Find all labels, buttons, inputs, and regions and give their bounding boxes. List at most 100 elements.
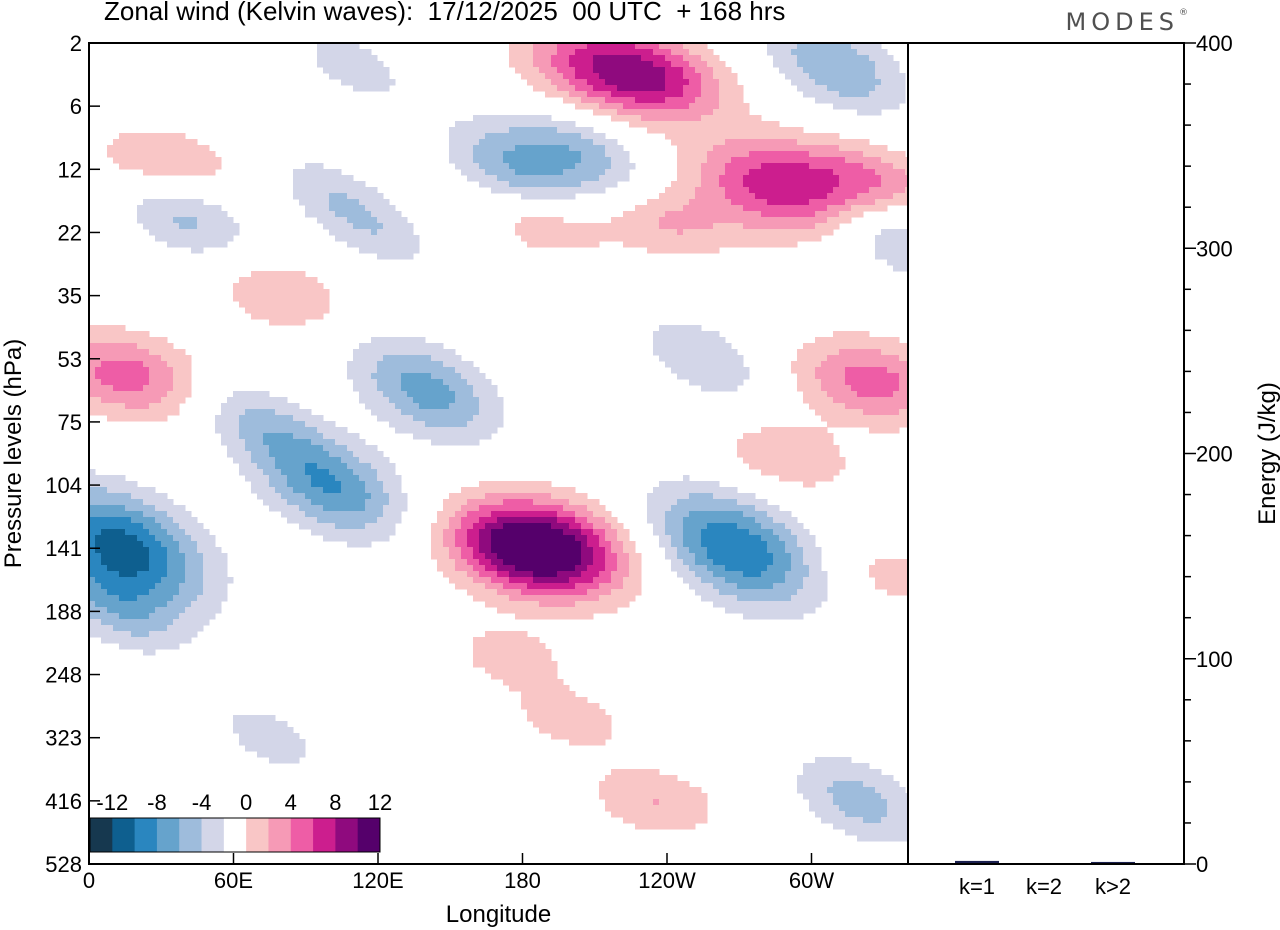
heatmap-cell	[491, 661, 498, 668]
heatmap-cell	[665, 535, 672, 542]
heatmap-cell	[197, 535, 204, 542]
heatmap-cell	[449, 535, 456, 542]
heatmap-cell	[479, 589, 486, 596]
heatmap-cell	[737, 535, 744, 542]
heatmap-cell	[323, 427, 330, 434]
heatmap-cell	[671, 355, 678, 362]
heatmap-cell	[461, 133, 468, 140]
heatmap-cell	[347, 535, 354, 542]
heatmap-cell	[353, 541, 360, 548]
heatmap-cell	[101, 553, 108, 560]
heatmap-cell	[383, 379, 390, 386]
heatmap-cell	[479, 517, 486, 524]
heatmap-cell	[113, 151, 120, 158]
heatmap-cell	[683, 553, 690, 560]
heatmap-cell	[323, 67, 330, 74]
heatmap-cell	[431, 439, 438, 446]
heatmap-cell	[209, 541, 216, 548]
heatmap-cell	[695, 355, 702, 362]
heatmap-cell	[683, 103, 690, 110]
heatmap-cell	[521, 571, 528, 578]
heatmap-cell	[659, 499, 666, 506]
heatmap-cell	[89, 523, 96, 530]
heatmap-cell	[269, 433, 276, 440]
heatmap-cell	[641, 49, 648, 56]
heatmap-cell	[479, 481, 486, 488]
heatmap-cell	[635, 205, 642, 212]
heatmap-cell	[689, 43, 696, 50]
heatmap-cell	[545, 175, 552, 182]
heatmap-cell	[737, 175, 744, 182]
heatmap-cell	[341, 229, 348, 236]
heatmap-cell	[107, 577, 114, 584]
heatmap-cell	[503, 601, 510, 608]
heatmap-cell	[605, 43, 612, 50]
heatmap-cell	[677, 541, 684, 548]
heatmap-cell	[593, 535, 600, 542]
heatmap-cell	[263, 301, 270, 308]
heatmap-cell	[173, 589, 180, 596]
heatmap-cell	[455, 127, 462, 134]
heatmap-cell	[701, 577, 708, 584]
heatmap-cell	[365, 355, 372, 362]
heatmap-cell	[323, 535, 330, 542]
heatmap-cell	[563, 49, 570, 56]
heatmap-cell	[173, 169, 180, 176]
heatmap-cell	[155, 613, 162, 620]
heatmap-cell	[545, 577, 552, 584]
heatmap-cell	[653, 805, 660, 812]
heatmap-cell	[629, 211, 636, 218]
heatmap-cell	[179, 607, 186, 614]
heatmap-cell	[611, 85, 618, 92]
heatmap-cell	[251, 313, 258, 320]
heatmap-cell	[635, 211, 642, 218]
heatmap-cell	[305, 469, 312, 476]
heatmap-cell	[617, 787, 624, 794]
heatmap-cell	[245, 733, 252, 740]
heatmap-cell	[509, 517, 516, 524]
heatmap-cell	[377, 361, 384, 368]
heatmap-cell	[407, 421, 414, 428]
heatmap-cell	[485, 511, 492, 518]
heatmap-cell	[131, 505, 138, 512]
heatmap-cell	[233, 445, 240, 452]
heatmap-cell	[425, 385, 432, 392]
heatmap-cell	[479, 577, 486, 584]
heatmap-cell	[533, 49, 540, 56]
heatmap-cell	[551, 673, 558, 680]
heatmap-cell	[311, 205, 318, 212]
heatmap-cell	[293, 283, 300, 290]
heatmap-cell	[149, 607, 156, 614]
heatmap-cell	[635, 793, 642, 800]
heatmap-cell	[443, 547, 450, 554]
heatmap-cell	[575, 607, 582, 614]
heatmap-cell	[299, 739, 306, 746]
heatmap-cell	[113, 139, 120, 146]
heatmap-cell	[245, 409, 252, 416]
heatmap-cell	[419, 391, 426, 398]
heatmap-cell	[329, 535, 336, 542]
heatmap-cell	[143, 613, 150, 620]
heatmap-cell	[455, 523, 462, 530]
heatmap-cell	[659, 211, 666, 218]
heatmap-cell	[371, 211, 378, 218]
heatmap-cell	[557, 607, 564, 614]
heatmap-cell	[581, 523, 588, 530]
heatmap-cell	[575, 163, 582, 170]
heatmap-cell	[179, 505, 186, 512]
heatmap-cell	[629, 547, 636, 554]
heatmap-cell	[719, 565, 726, 572]
heatmap-cell	[713, 223, 720, 230]
heatmap-cell	[131, 361, 138, 368]
heatmap-cell	[569, 523, 576, 530]
heatmap-cell	[131, 139, 138, 146]
heatmap-cell	[197, 541, 204, 548]
heatmap-cell	[233, 439, 240, 446]
heatmap-cell	[227, 427, 234, 434]
heatmap-cell	[689, 61, 696, 68]
heatmap-cell	[323, 205, 330, 212]
heatmap-cell	[317, 187, 324, 194]
heatmap-cell	[737, 379, 744, 386]
heatmap-cell	[101, 601, 108, 608]
heatmap-cell	[485, 133, 492, 140]
